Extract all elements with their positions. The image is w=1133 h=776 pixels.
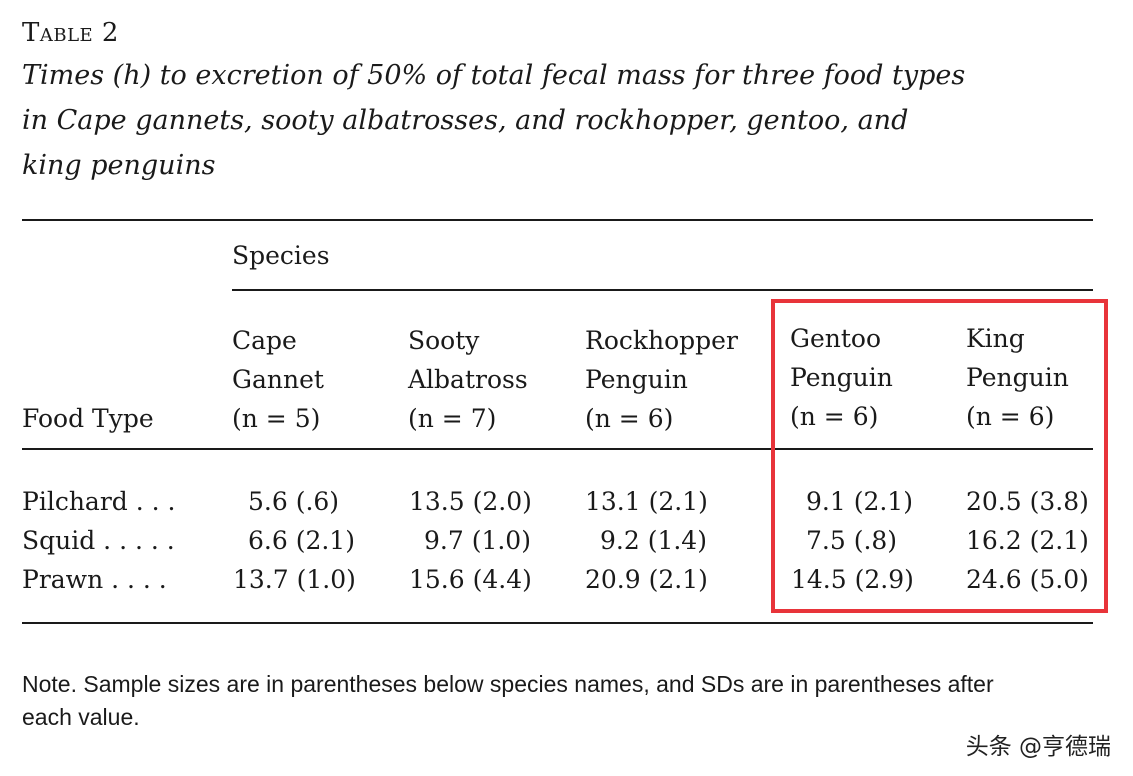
cell-pilchard-cape-gannet: 5.6 (.6) — [248, 487, 340, 516]
table-note-line-1: Note. Sample sizes are in parentheses be… — [22, 671, 994, 697]
column-header-sooty-albatross: Sooty Albatross (n = 7) — [408, 326, 528, 433]
row-label-pilchard: Pilchard . . . — [22, 487, 176, 516]
column-header-king-penguin: King Penguin (n = 6) — [966, 324, 1069, 431]
header-bottom-rule — [22, 448, 1093, 450]
top-rule — [22, 219, 1093, 221]
cell-squid-cape-gannet: 6.6 (2.1) — [248, 526, 355, 555]
table-caption-line-1: Times (h) to excretion of 50% of total f… — [22, 60, 966, 91]
table-caption-line-2: in Cape gannets, sooty albatrosses, and … — [22, 105, 909, 136]
cell-prawn-gentoo: 14.5 (2.9) — [791, 565, 914, 594]
row-label-squid: Squid . . . . . — [22, 526, 175, 555]
cell-pilchard-king: 20.5 (3.8) — [966, 487, 1089, 516]
column-header-cape-gannet: Cape Gannet (n = 5) — [232, 326, 324, 433]
cell-pilchard-sooty-albatross: 13.5 (2.0) — [409, 487, 532, 516]
column-header-rockhopper-penguin: Rockhopper Penguin (n = 6) — [585, 326, 738, 433]
table-note-line-2: each value. — [22, 704, 140, 730]
cell-prawn-cape-gannet: 13.7 (1.0) — [233, 565, 356, 594]
column-header-gentoo-penguin: Gentoo Penguin (n = 6) — [790, 324, 893, 431]
cell-pilchard-gentoo: 9.1 (2.1) — [806, 487, 913, 516]
cell-squid-sooty-albatross: 9.7 (1.0) — [424, 526, 531, 555]
cell-prawn-sooty-albatross: 15.6 (4.4) — [409, 565, 532, 594]
cell-squid-king: 16.2 (2.1) — [966, 526, 1089, 555]
row-label-prawn: Prawn . . . . — [22, 565, 167, 594]
table-caption-line-3: king penguins — [22, 150, 216, 181]
cell-squid-rockhopper: 9.2 (1.4) — [600, 526, 707, 555]
cell-squid-gentoo: 7.5 (.8) — [806, 526, 898, 555]
bottom-rule — [22, 622, 1093, 624]
species-rule — [232, 289, 1093, 291]
highlight-box — [771, 299, 1108, 613]
cell-prawn-king: 24.6 (5.0) — [966, 565, 1089, 594]
species-group-label: Species — [232, 241, 330, 270]
food-type-header: Food Type — [22, 404, 154, 433]
table-label: Table 2 — [22, 18, 119, 48]
watermark: 头条 @亨德瑞 — [965, 734, 1111, 760]
cell-prawn-rockhopper: 20.9 (2.1) — [585, 565, 708, 594]
cell-pilchard-rockhopper: 13.1 (2.1) — [585, 487, 708, 516]
